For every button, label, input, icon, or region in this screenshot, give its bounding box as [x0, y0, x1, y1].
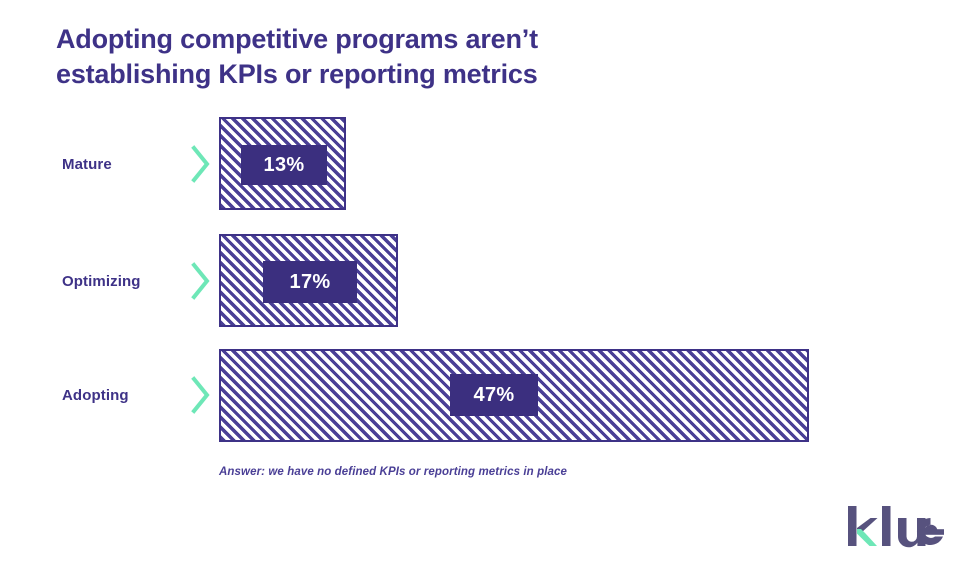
category-label-optimizing: Optimizing [62, 273, 141, 290]
klue-logo-letter-e [916, 517, 946, 547]
value-box-mature: 13% [241, 145, 327, 185]
chevron-right-icon [188, 259, 214, 303]
category-label-mature: Mature [62, 156, 112, 173]
value-box-adopting: 47% [450, 374, 538, 416]
chart-caption: Answer: we have no defined KPIs or repor… [219, 466, 567, 478]
value-box-optimizing: 17% [263, 261, 357, 303]
value-label-adopting: 47% [473, 384, 515, 406]
chevron-right-icon [188, 142, 214, 186]
value-label-optimizing: 17% [289, 271, 331, 293]
klue-logo [846, 505, 932, 553]
value-label-mature: 13% [263, 154, 305, 176]
category-label-adopting: Adopting [62, 387, 129, 404]
page-title: Adopting competitive programs aren’t est… [56, 24, 538, 89]
chevron-right-icon [188, 373, 214, 417]
